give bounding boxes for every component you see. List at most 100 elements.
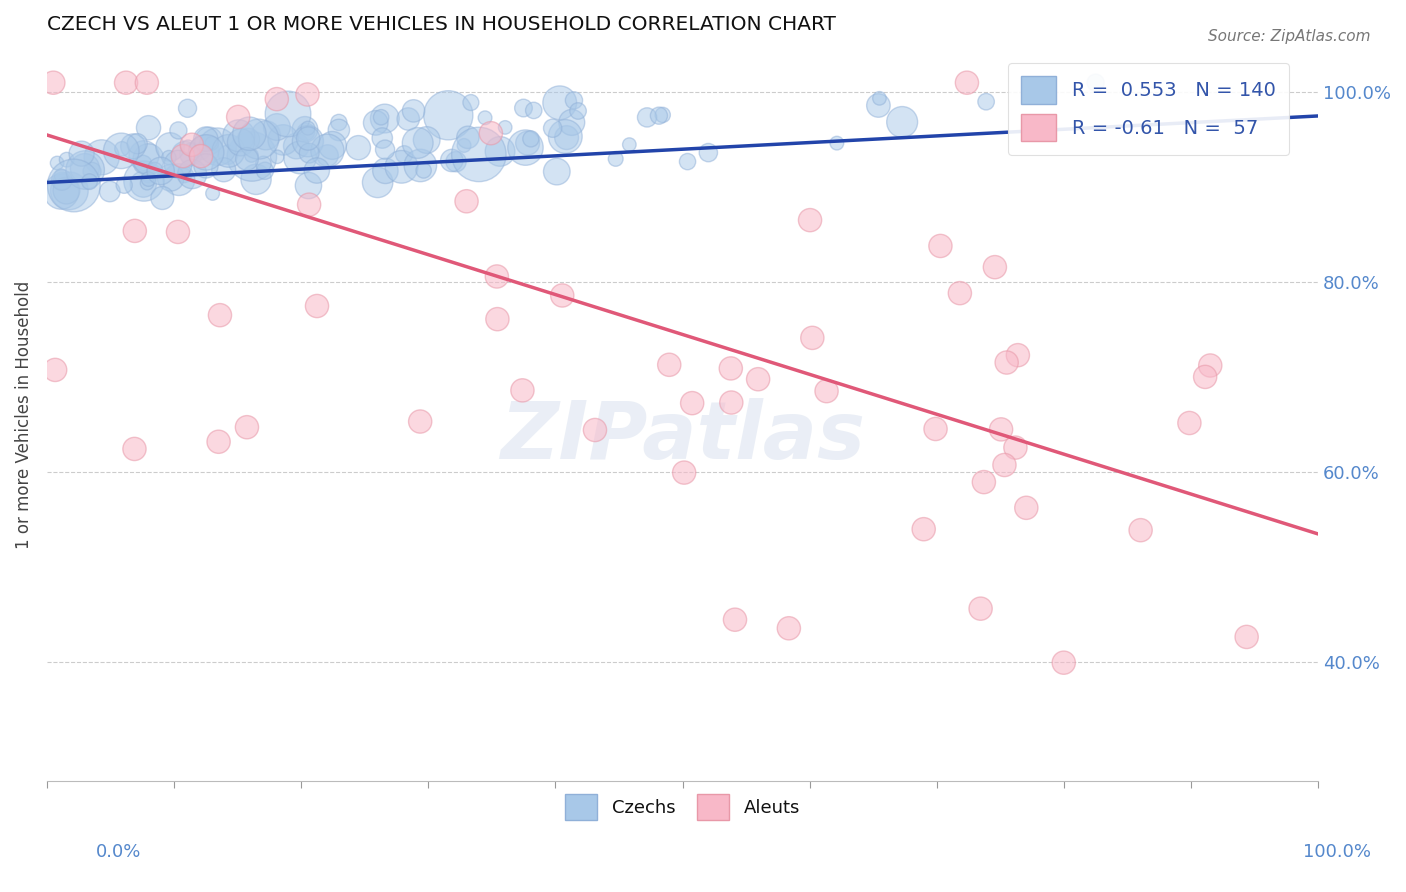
Point [444, 154, 467, 169]
Point [228, 128, 250, 143]
Point [456, 194, 478, 209]
Point [79, 175, 101, 189]
Point [541, 121, 564, 136]
Point [150, 191, 173, 205]
Point [720, 361, 742, 376]
Point [277, 107, 299, 121]
Point [238, 132, 260, 146]
Point [212, 162, 235, 177]
Point [371, 131, 394, 145]
Point [46, 156, 69, 170]
Point [515, 140, 537, 154]
Point [44, 363, 66, 377]
Point [193, 143, 215, 157]
Point [207, 434, 229, 449]
Point [266, 92, 288, 106]
Point [217, 147, 239, 161]
Point [583, 423, 606, 437]
Point [124, 442, 146, 456]
Point [328, 115, 350, 129]
Point [98, 185, 121, 199]
Point [271, 133, 294, 147]
Point [132, 174, 155, 188]
Point [201, 136, 224, 151]
Point [305, 299, 328, 313]
Point [1053, 656, 1076, 670]
Point [969, 601, 991, 615]
Point [49, 169, 72, 183]
Point [392, 147, 415, 161]
Point [111, 142, 134, 156]
Point [122, 139, 145, 153]
Point [479, 126, 502, 140]
Point [651, 108, 673, 122]
Point [1015, 500, 1038, 515]
Point [55, 153, 77, 167]
Point [124, 224, 146, 238]
Point [297, 178, 319, 193]
Point [316, 144, 339, 158]
Point [174, 147, 197, 161]
Point [218, 144, 240, 158]
Point [132, 157, 155, 171]
Point [177, 140, 200, 154]
Point [984, 260, 1007, 274]
Point [245, 172, 267, 186]
Point [673, 466, 696, 480]
Point [406, 136, 429, 150]
Point [554, 129, 576, 144]
Point [180, 147, 202, 161]
Point [190, 145, 212, 159]
Point [924, 422, 946, 436]
Point [285, 139, 308, 153]
Point [567, 103, 589, 118]
Point [474, 111, 496, 125]
Point [374, 112, 396, 126]
Point [252, 157, 274, 171]
Point [159, 170, 181, 185]
Point [229, 136, 252, 150]
Point [288, 151, 311, 165]
Point [409, 158, 432, 172]
Point [1007, 348, 1029, 362]
Point [201, 186, 224, 201]
Point [973, 475, 995, 489]
Text: 0.0%: 0.0% [96, 843, 141, 861]
Point [929, 239, 952, 253]
Point [295, 125, 318, 139]
Point [297, 134, 319, 148]
Point [297, 87, 319, 102]
Point [75, 163, 97, 178]
Point [374, 164, 396, 178]
Point [825, 136, 848, 150]
Point [159, 140, 181, 154]
Point [190, 149, 212, 163]
Point [912, 522, 935, 536]
Point [409, 415, 432, 429]
Point [63, 178, 86, 193]
Point [1129, 523, 1152, 537]
Point [298, 146, 321, 161]
Point [328, 123, 350, 137]
Point [316, 148, 339, 162]
Point [207, 139, 229, 153]
Point [51, 185, 73, 199]
Point [173, 169, 195, 183]
Point [1236, 630, 1258, 644]
Point [266, 150, 288, 164]
Point [494, 120, 516, 135]
Point [226, 110, 249, 124]
Point [747, 372, 769, 386]
Point [801, 331, 824, 345]
Point [367, 175, 389, 189]
Point [167, 225, 190, 239]
Point [512, 384, 534, 398]
Point [136, 176, 159, 190]
Point [321, 138, 343, 153]
Point [949, 286, 972, 301]
Point [724, 613, 747, 627]
Point [523, 103, 546, 118]
Point [974, 95, 997, 109]
Point [110, 144, 132, 158]
Point [176, 101, 198, 115]
